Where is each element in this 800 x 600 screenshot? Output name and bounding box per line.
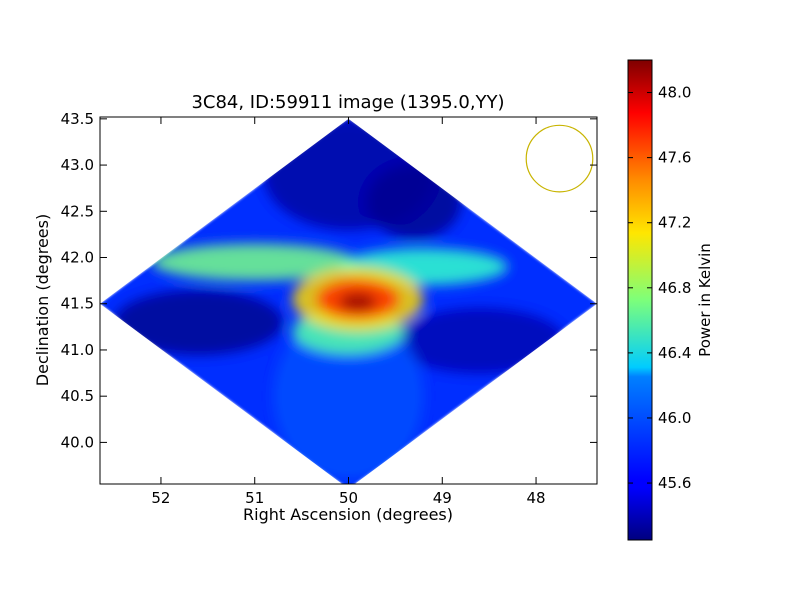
x-tick-label: 50 bbox=[339, 489, 358, 507]
chart-title: 3C84, ID:59911 image (1395.0,YY) bbox=[191, 92, 504, 113]
x-axis-ticks: 52 51 50 49 48 bbox=[151, 117, 546, 507]
colorbar-tick-label: 45.6 bbox=[658, 474, 691, 492]
y-axis-label: Declination (degrees) bbox=[33, 214, 52, 386]
y-tick-label: 43.0 bbox=[61, 156, 94, 174]
colorbar-label: Power in Kelvin bbox=[696, 243, 714, 357]
x-axis-label: Right Ascension (degrees) bbox=[243, 505, 453, 524]
beam-circle bbox=[525, 124, 594, 193]
colorbar-tick-label: 46.8 bbox=[658, 279, 691, 297]
colorbar-tick-label: 46.0 bbox=[658, 409, 691, 427]
x-tick-label: 52 bbox=[151, 489, 170, 507]
y-tick-label: 42.5 bbox=[61, 202, 94, 220]
y-tick-label: 41.0 bbox=[61, 341, 94, 359]
heat-low-northeast bbox=[367, 165, 462, 240]
heat-west-arm bbox=[151, 243, 358, 281]
y-tick-label: 40.0 bbox=[61, 433, 94, 451]
x-tick-label: 51 bbox=[245, 489, 264, 507]
x-tick-label: 49 bbox=[433, 489, 452, 507]
y-tick-label: 41.5 bbox=[61, 295, 94, 313]
x-tick-label: 48 bbox=[527, 489, 546, 507]
colorbar-tick-label: 48.0 bbox=[658, 84, 691, 102]
heat-low-east bbox=[395, 308, 565, 374]
colorbar-tick-label: 47.6 bbox=[658, 149, 691, 167]
heat-core-peak bbox=[339, 292, 377, 312]
y-axis-ticks: 40.0 40.5 41.0 41.5 42.0 42.5 43.0 43.5 bbox=[61, 110, 597, 451]
colorbar bbox=[627, 59, 653, 541]
y-tick-label: 43.5 bbox=[61, 110, 94, 128]
colorbar-tick-label: 46.4 bbox=[658, 344, 691, 362]
y-tick-label: 40.5 bbox=[61, 387, 94, 405]
colorbar-tick-label: 47.2 bbox=[658, 214, 691, 232]
y-tick-label: 42.0 bbox=[61, 249, 94, 267]
colorbar-ticks: 45.6 46.0 46.4 46.8 47.2 47.6 48.0 bbox=[628, 84, 691, 492]
heat-south-lobe bbox=[273, 312, 424, 480]
heat-low-west bbox=[114, 289, 283, 355]
heatmap-image bbox=[100, 118, 597, 484]
